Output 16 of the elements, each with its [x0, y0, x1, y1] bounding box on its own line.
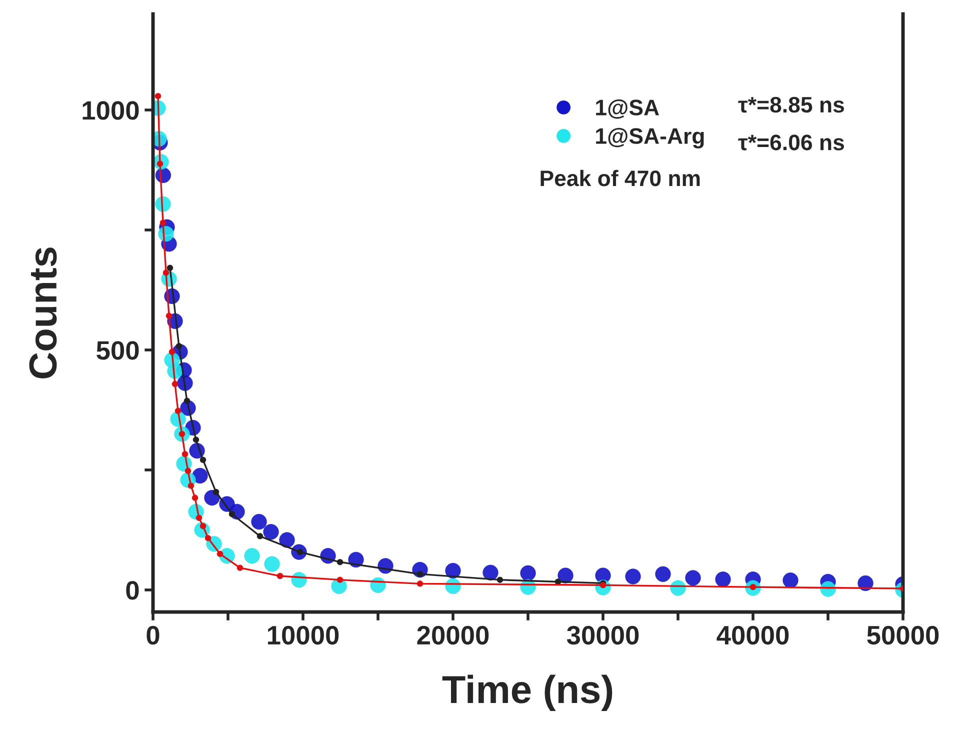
x-tick-label: 10000 [268, 626, 339, 645]
y-axis-title: Counts [29, 248, 57, 378]
x-tick-label: 20000 [417, 626, 489, 645]
legend-label: 1@SA-Arg [596, 128, 704, 148]
x-tick-label: 50000 [867, 626, 939, 645]
x-tick-label: 40000 [716, 626, 789, 645]
x-tick-label: 30000 [566, 626, 639, 645]
annotation: Peak of 470 nm [540, 170, 700, 186]
annotation: τ*=6.06 ns [738, 134, 844, 150]
annotation: τ*=8.85 ns [738, 96, 844, 113]
legend-label: 1@SA [596, 99, 659, 119]
y-tick-label: 0 [126, 581, 139, 600]
x-tick-label: 0 [146, 626, 160, 645]
y-tick-label: 500 [96, 341, 139, 360]
x-axis-title: Time (ns) [442, 674, 612, 712]
y-tick-label: 1000 [82, 101, 139, 120]
